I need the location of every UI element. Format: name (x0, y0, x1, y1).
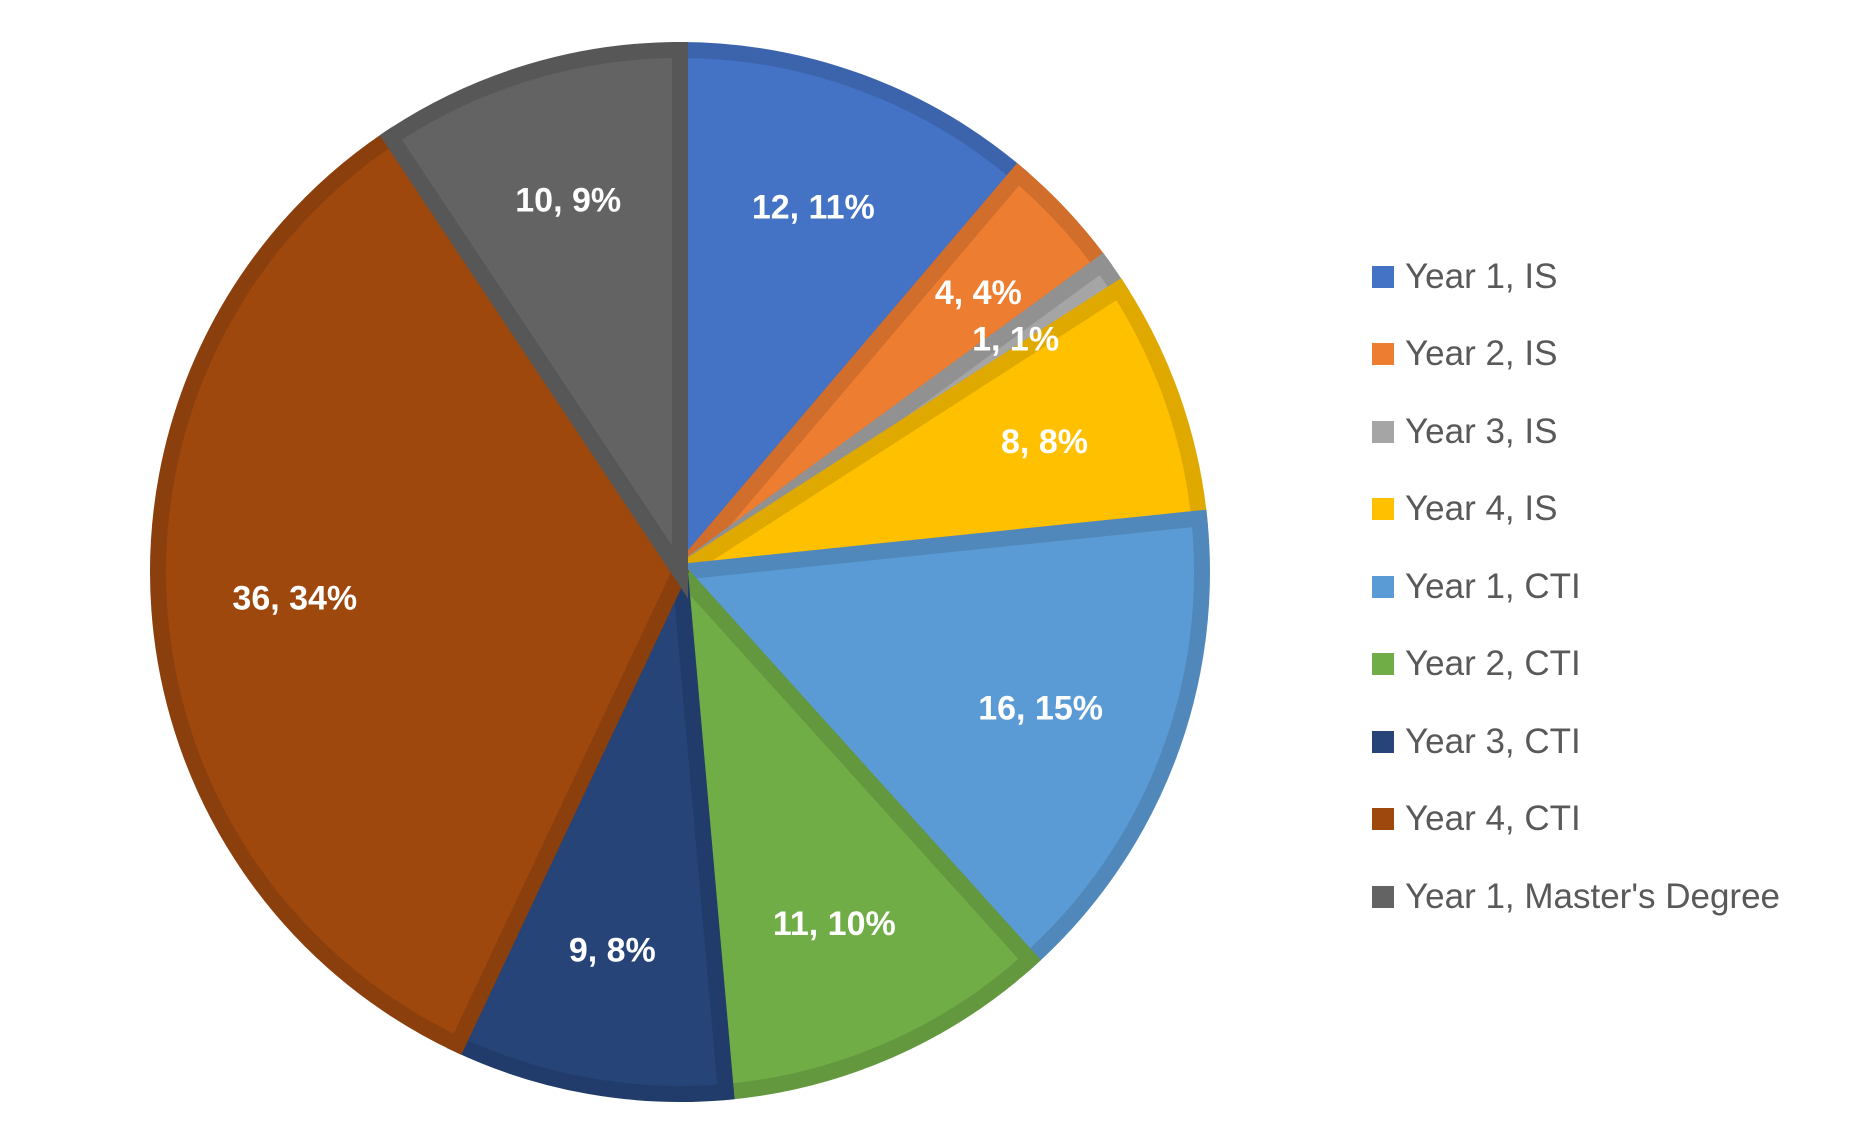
legend-swatch (1372, 808, 1394, 831)
legend-label: Year 3, IS (1405, 411, 1558, 451)
data-label-9: 10, 9% (515, 181, 621, 219)
pie-slice-1 (672, 41, 1030, 594)
legend-item-2: Year 2, IS (1372, 316, 1852, 394)
data-label-7: 9, 8% (569, 931, 656, 969)
pie-slice-8 (150, 126, 690, 1055)
legend-swatch (1372, 885, 1394, 908)
legend-label: Year 1, IS (1405, 256, 1558, 296)
legend-label: Year 2, CTI (1405, 644, 1581, 684)
data-label-8: 36, 34% (232, 579, 357, 617)
data-label-4: 8, 8% (1001, 423, 1088, 461)
legend-item-7: Year 3, CTI (1372, 703, 1852, 781)
legend-label: Year 2, IS (1405, 334, 1558, 374)
pie-slices (150, 41, 1210, 1102)
legend-swatch (1372, 343, 1394, 366)
legend-item-8: Year 4, CTI (1372, 781, 1852, 859)
data-label-5: 16, 15% (978, 690, 1103, 728)
legend-label: Year 3, CTI (1405, 721, 1581, 761)
pie-slice-9 (379, 41, 688, 599)
legend-swatch (1372, 420, 1394, 443)
legend-item-3: Year 3, IS (1372, 393, 1852, 471)
legend-label: Year 1, CTI (1405, 566, 1581, 606)
data-label-2: 4, 4% (935, 274, 1022, 312)
legend-item-6: Year 2, CTI (1372, 626, 1852, 704)
data-label-6: 11, 10% (773, 905, 896, 943)
legend-label: Year 4, IS (1405, 489, 1558, 529)
legend-swatch (1372, 498, 1394, 521)
pie-data-labels: 12, 11% 4, 4% 1, 1% 8, 8% 16, 15% 11, 10% 9, 8… (232, 181, 1103, 969)
legend-item-1: Year 1, IS (1372, 238, 1852, 316)
pie-slice-4 (675, 278, 1209, 580)
pie-slice-5 (663, 509, 1210, 971)
legend-swatch (1372, 730, 1394, 753)
legend-swatch (1372, 653, 1394, 676)
legend: Year 1, IS Year 2, IS Year 3, IS Year 4, IS… (1372, 238, 1852, 936)
legend-label: Year 4, CTI (1405, 799, 1581, 839)
data-label-3: 1, 1% (972, 320, 1059, 358)
pie-slice-6 (669, 548, 1041, 1101)
legend-label: Year 1, Master's Degree (1405, 876, 1781, 916)
data-label-1: 12, 11% (752, 188, 875, 226)
legend-swatch (1372, 265, 1394, 288)
legend-item-5: Year 1, CTI (1372, 548, 1852, 626)
legend-swatch (1372, 575, 1394, 598)
legend-item-9: Year 1, Master's Degree (1372, 858, 1852, 936)
pie-slice-7 (446, 541, 735, 1102)
legend-item-4: Year 4, IS (1372, 471, 1852, 549)
